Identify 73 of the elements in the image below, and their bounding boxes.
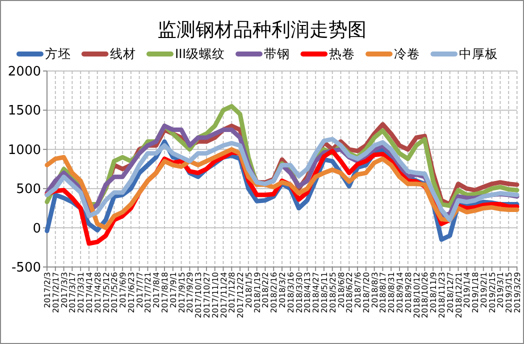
x-tick-label: 2017/10/13 bbox=[194, 272, 204, 318]
legend-label: 方坯 bbox=[44, 46, 71, 61]
x-tick-label: 2018/5/11 bbox=[320, 272, 329, 314]
x-tick-label: 2018/5/25 bbox=[328, 272, 338, 314]
x-tick-label: 2018/8/17 bbox=[378, 272, 388, 314]
x-tick-label: 2018/7/6 bbox=[354, 272, 363, 308]
x-tick-label: 2019/2/15 bbox=[488, 272, 497, 314]
chart-title: 监测钢材品种利润走势图 bbox=[158, 19, 366, 41]
x-tick-label: 2019/1/4 bbox=[462, 272, 472, 308]
legend-label: III级螺纹 bbox=[174, 46, 226, 61]
x-tick-label: 2019/2/1 bbox=[479, 272, 488, 308]
x-tick-label: 2018/12/7 bbox=[446, 272, 455, 314]
legend-label: 线材 bbox=[110, 46, 136, 61]
y-tick-label: 2000 bbox=[8, 64, 41, 80]
x-tick-label: 2017/5/12 bbox=[102, 272, 111, 314]
x-tick-label: 2018/3/30 bbox=[294, 272, 304, 314]
y-tick-label: 0 bbox=[32, 221, 41, 236]
legend-label: 带钢 bbox=[264, 46, 290, 61]
x-tick-label: 2018/4/27 bbox=[312, 272, 321, 314]
x-tick-label: 2018/6/22 bbox=[345, 272, 354, 314]
x-tick-label: 2017/11/24 bbox=[219, 272, 228, 318]
x-tick-label: 2019/3/15 bbox=[504, 272, 514, 314]
x-tick-label: 2018/3/16 bbox=[286, 272, 296, 314]
x-tick-label: 2017/10/27 bbox=[202, 272, 212, 318]
x-tick-label: 2018/2/2 bbox=[261, 272, 270, 308]
x-tick-label: 2018/1/19 bbox=[252, 272, 262, 314]
x-tick-label: 2019/1/18 bbox=[471, 272, 480, 314]
x-tick-label: 2017/7/21 bbox=[144, 272, 153, 314]
y-tick-label: 500 bbox=[16, 182, 41, 198]
x-tick-label: 2017/3/17 bbox=[68, 272, 78, 314]
y-tick-label: -500 bbox=[11, 260, 41, 276]
x-tick-label: 2018/7/20 bbox=[362, 272, 371, 314]
x-tick-label: 2017/12/8 bbox=[228, 272, 237, 314]
x-tick-label: 2017/2/17 bbox=[51, 272, 60, 314]
x-tick-label: 2018/11/23 bbox=[437, 272, 446, 318]
x-tick-label: 2017/6/9 bbox=[118, 272, 128, 308]
line-series bbox=[44, 147, 520, 230]
x-tick-label: 2018/9/14 bbox=[396, 272, 404, 314]
x-tick-label: 2017/8/4 bbox=[152, 272, 162, 308]
x-tick-label: 2017/7/7 bbox=[135, 272, 144, 308]
x-tick-label: 2018/1/5 bbox=[244, 272, 254, 308]
line-series bbox=[44, 136, 520, 222]
x-tick-label: 2017/12/22 bbox=[236, 272, 246, 318]
x-tick-label: 2017/11/10 bbox=[210, 272, 220, 318]
x-tick-label: 2018/3/2 bbox=[278, 272, 287, 308]
x-tick-label: 2018/4/13 bbox=[303, 272, 312, 314]
x-tick-label: 2018/8/31 bbox=[387, 272, 396, 314]
x-tick-label: 2018/6/8 bbox=[336, 272, 346, 308]
y-tick-label: 1000 bbox=[8, 142, 41, 158]
x-tick-label: 2017/8/18 bbox=[160, 272, 170, 314]
x-tick-label: 2017/3/31 bbox=[76, 272, 86, 314]
legend-label: 中厚板 bbox=[459, 46, 498, 61]
x-tick-label: 2018/10/12 bbox=[412, 272, 422, 318]
legend-label: 冷卷 bbox=[394, 46, 420, 61]
x-tick-label: 2018/12/21 bbox=[454, 272, 464, 318]
x-tick-label: 2017/3/3 bbox=[60, 272, 69, 308]
x-tick-label: 2017/4/14 bbox=[84, 272, 94, 314]
x-tick-label: 2018/10/26 bbox=[420, 272, 430, 318]
x-tick-label: 2019/3/29 bbox=[513, 272, 522, 314]
x-tick-label: 2017/6/23 bbox=[126, 272, 136, 314]
x-tick-label: 2019/3/1 bbox=[496, 272, 506, 308]
x-tick-label: 2017/5/26 bbox=[110, 272, 120, 314]
x-tick-label: 2017/9/1 bbox=[168, 272, 178, 308]
x-tick-label: 2018/11/9 bbox=[429, 272, 438, 314]
y-tick-label: 1500 bbox=[8, 104, 41, 119]
x-tick-label: 2018/8/3 bbox=[370, 272, 380, 308]
x-tick-label: 2017/9/15 bbox=[177, 272, 186, 314]
x-tick-label: 2017/4/28 bbox=[93, 272, 102, 314]
x-tick-label: 2017/2/3 bbox=[43, 272, 52, 308]
x-tick-label: 2018/2/16 bbox=[270, 272, 279, 314]
x-tick-label: 2017/9/29 bbox=[186, 272, 195, 314]
x-tick-label: 2018/9/28 bbox=[404, 272, 413, 314]
legend-label: 热卷 bbox=[329, 46, 356, 61]
